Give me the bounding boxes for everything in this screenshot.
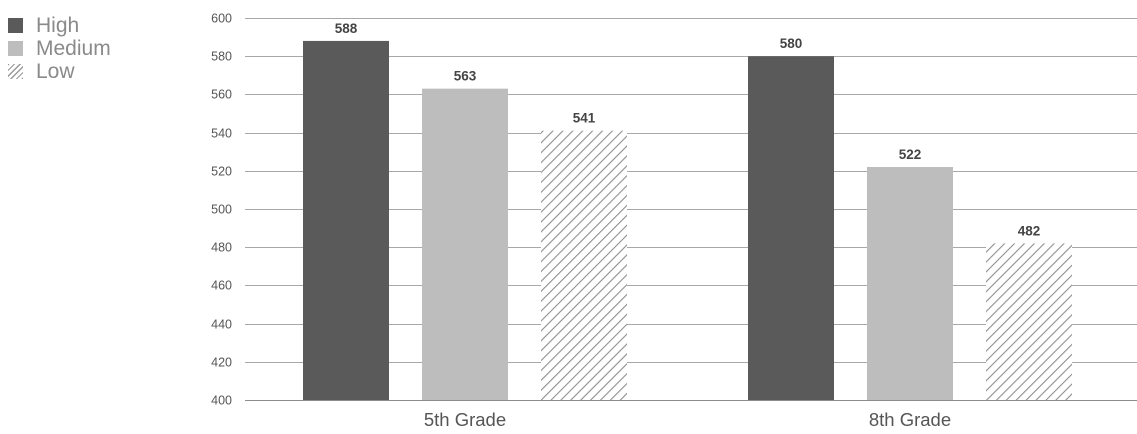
legend-label-high: High	[36, 14, 80, 37]
bar-low-5th-grade	[541, 130, 627, 400]
y-tick-label: 520	[211, 165, 232, 179]
legend-label-medium: Medium	[36, 37, 111, 60]
x-category-label: 5th Grade	[424, 409, 506, 430]
chart-legend: High Medium Low	[8, 14, 111, 83]
y-tick-label: 540	[211, 127, 232, 141]
data-label: 588	[335, 21, 358, 36]
legend-swatch-medium	[8, 41, 23, 56]
data-label: 580	[780, 36, 803, 51]
y-tick-label: 500	[211, 203, 232, 217]
data-label: 563	[454, 69, 477, 84]
bar-medium-5th-grade	[422, 88, 508, 401]
data-label: 541	[573, 111, 596, 126]
data-label: 482	[1018, 223, 1041, 238]
bar-medium-8th-grade	[867, 166, 953, 400]
y-axis-tick-labels: 400 420 440 460 480 500 520 540 560 580 600	[211, 12, 232, 408]
bar-high-8th-grade	[748, 56, 834, 400]
y-tick-label: 440	[211, 318, 232, 332]
legend-swatch-low	[8, 64, 23, 79]
y-tick-label: 580	[211, 50, 232, 64]
legend-swatch-high	[8, 18, 23, 33]
x-axis-category-labels: 5th Grade 8th Grade	[424, 409, 951, 430]
y-tick-label: 600	[211, 12, 232, 26]
x-category-label: 8th Grade	[869, 409, 951, 430]
y-tick-label: 460	[211, 279, 232, 293]
data-labels: 588 563 541 580 522 482	[335, 21, 1041, 238]
bars	[303, 40, 1072, 401]
legend-item-low: Low	[8, 60, 111, 83]
data-label: 522	[899, 147, 922, 162]
y-tick-label: 560	[211, 88, 232, 102]
y-tick-label: 420	[211, 356, 232, 370]
bar-high-5th-grade	[303, 40, 389, 401]
legend-item-high: High	[8, 14, 111, 37]
y-tick-label: 400	[211, 394, 232, 408]
y-tick-label: 480	[211, 241, 232, 255]
legend-item-medium: Medium	[8, 37, 111, 60]
legend-label-low: Low	[36, 60, 75, 83]
bar-low-8th-grade	[986, 243, 1072, 400]
